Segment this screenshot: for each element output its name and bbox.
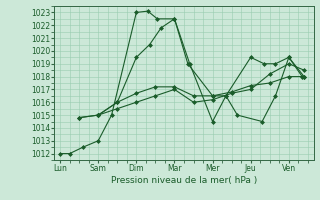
X-axis label: Pression niveau de la mer( hPa ): Pression niveau de la mer( hPa ) (111, 176, 257, 185)
